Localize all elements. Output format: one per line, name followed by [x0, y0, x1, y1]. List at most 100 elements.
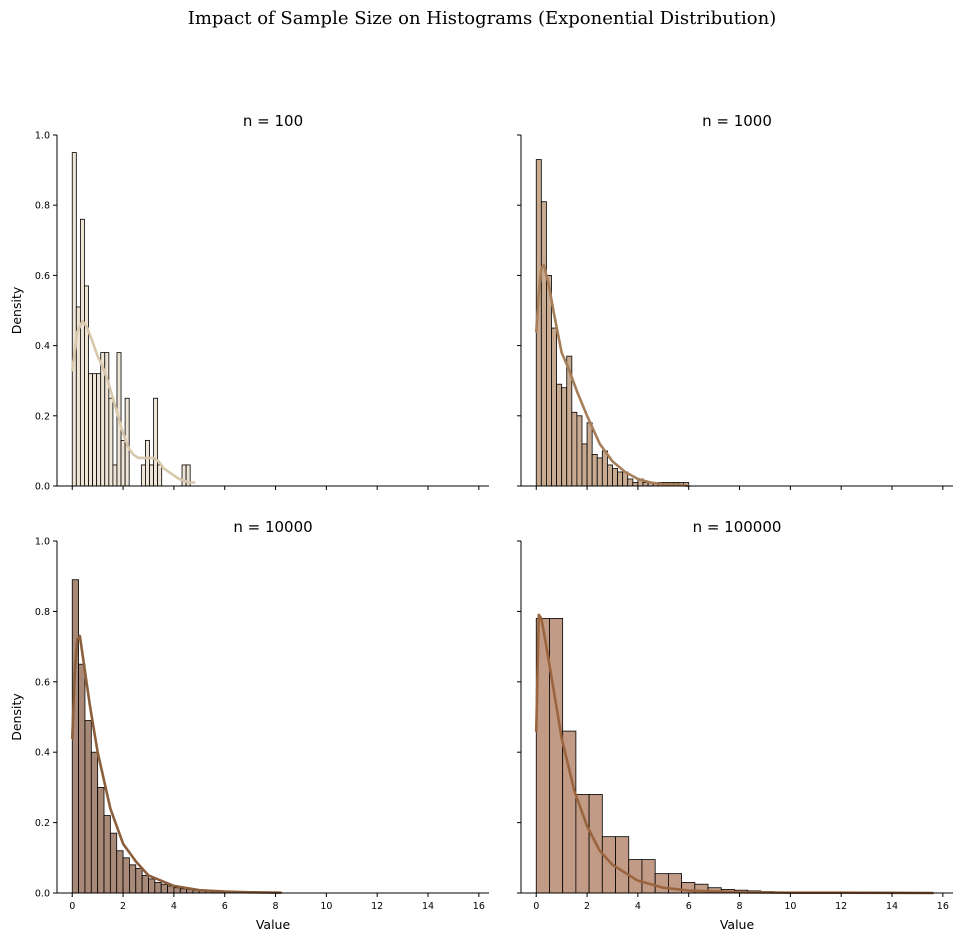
histogram-bar [596, 457, 603, 487]
x-tick-label: 10 [320, 901, 332, 912]
kde-curve [534, 263, 691, 488]
histogram-bar [157, 464, 163, 487]
histogram-bar [96, 373, 102, 487]
y-tick-label: 1.0 [35, 537, 50, 548]
histogram-bar [154, 882, 162, 894]
y-axis-label: Density [9, 286, 24, 334]
histogram-bars [535, 618, 934, 894]
histogram-bar [141, 875, 149, 894]
x-tick-label: 8 [737, 901, 743, 912]
y-tick-label: 0.8 [35, 607, 50, 618]
y-tick-label: 0.0 [35, 889, 50, 900]
y-tick-label: 0.4 [35, 748, 50, 759]
subplot-title: n = 1000 [702, 112, 772, 130]
x-tick-label: 12 [371, 901, 383, 912]
histogram-bar [571, 411, 578, 487]
x-tick-label: 2 [120, 901, 126, 912]
x-tick-label: 2 [584, 901, 590, 912]
subplot-3: 0 2 4 6 8 10 12 14 16 0.0 0.2 0.4 0.6 0.8 1.0 n = 10000… [9, 518, 489, 932]
histogram-bar [581, 443, 588, 487]
histogram-bar [181, 464, 187, 487]
histogram-bar [642, 482, 649, 487]
x-tick-label: 0 [69, 901, 75, 912]
histogram-bar [561, 387, 568, 487]
histogram-bar [145, 439, 150, 487]
histogram-bars [71, 152, 191, 487]
histogram-bar [641, 859, 656, 894]
histogram-bar [540, 201, 547, 487]
histogram-bar [576, 415, 583, 487]
histogram-bar [112, 464, 118, 487]
y-tick-label: 0.6 [35, 677, 50, 688]
subplot-title: n = 100000 [693, 518, 782, 536]
figure-title: Impact of Sample Size on Histograms (Exp… [188, 8, 777, 29]
y-tick-label: 0.0 [35, 482, 50, 493]
y-axis-label: Density [9, 693, 24, 741]
histogram-bar [654, 873, 669, 894]
x-tick-label: 12 [835, 901, 847, 912]
histogram-bar [167, 885, 175, 894]
x-tick-label: 14 [886, 901, 898, 912]
histogram-bar [140, 464, 146, 487]
x-tick-label: 14 [422, 901, 434, 912]
subplot-grid: 0.0 0.2 0.4 0.6 0.8 1.0 n = 100 Density n = 1000… [9, 112, 953, 932]
y-tick-label: 0.2 [35, 818, 50, 829]
x-tick-label: 0 [533, 901, 539, 912]
x-tick-label: 16 [473, 901, 485, 912]
histogram-bar [632, 482, 639, 487]
x-tick-label: 4 [635, 901, 641, 912]
x-tick-label: 10 [784, 901, 796, 912]
x-tick-label: 6 [686, 901, 692, 912]
y-tick-label: 0.8 [35, 201, 50, 212]
histogram-bar [627, 478, 634, 487]
histogram-bar [103, 815, 111, 894]
histogram-bar [84, 720, 92, 894]
histogram-bar [71, 152, 77, 487]
y-tick-label: 0.4 [35, 341, 50, 352]
x-tick-label: 8 [273, 901, 279, 912]
histogram-bar [546, 274, 552, 487]
histogram-bars [71, 579, 283, 894]
histogram-bar [84, 285, 89, 487]
histogram-bar [88, 373, 93, 487]
kde-curve [70, 634, 282, 894]
histogram-bar [148, 878, 156, 894]
y-tick-label: 0.6 [35, 271, 50, 282]
x-tick-label: 4 [171, 901, 177, 912]
histogram-bar [612, 468, 618, 487]
histogram-bars [535, 159, 690, 487]
subplot-title: n = 10000 [233, 518, 312, 536]
histogram-bar [109, 832, 118, 894]
histogram-bar [601, 450, 608, 487]
y-tick-label: 1.0 [35, 131, 50, 142]
histogram-bar [607, 464, 613, 487]
y-tick-label: 0.2 [35, 411, 50, 422]
histogram-bar [549, 618, 564, 894]
histogram-bar [179, 888, 187, 894]
histogram-bar [173, 887, 181, 894]
histogram-bar [615, 836, 630, 894]
histogram-bar [120, 439, 126, 487]
subplot-2: n = 1000 [517, 112, 953, 490]
histogram-bar [79, 218, 85, 487]
x-tick-label: 16 [937, 901, 949, 912]
histogram-bar [92, 373, 98, 487]
kde-curve [70, 319, 196, 484]
subplot-title: n = 100 [243, 112, 303, 130]
x-axis-label: Value [720, 917, 755, 932]
histogram-bar [586, 422, 593, 487]
histogram-bar [129, 864, 137, 894]
histogram-bar [78, 663, 86, 894]
x-axis-label: Value [256, 917, 291, 932]
histogram-bar [135, 867, 143, 894]
histogram-bar [160, 883, 168, 894]
subplot-1: 0.0 0.2 0.4 0.6 0.8 1.0 n = 100 Density [9, 112, 489, 493]
histogram-bar [90, 751, 99, 894]
histogram-bar [116, 850, 124, 894]
histogram-bar [149, 464, 154, 487]
histogram-bar [591, 454, 598, 487]
histogram-bar [556, 383, 563, 487]
histogram-bar [575, 794, 590, 894]
histogram-bar [551, 327, 557, 487]
